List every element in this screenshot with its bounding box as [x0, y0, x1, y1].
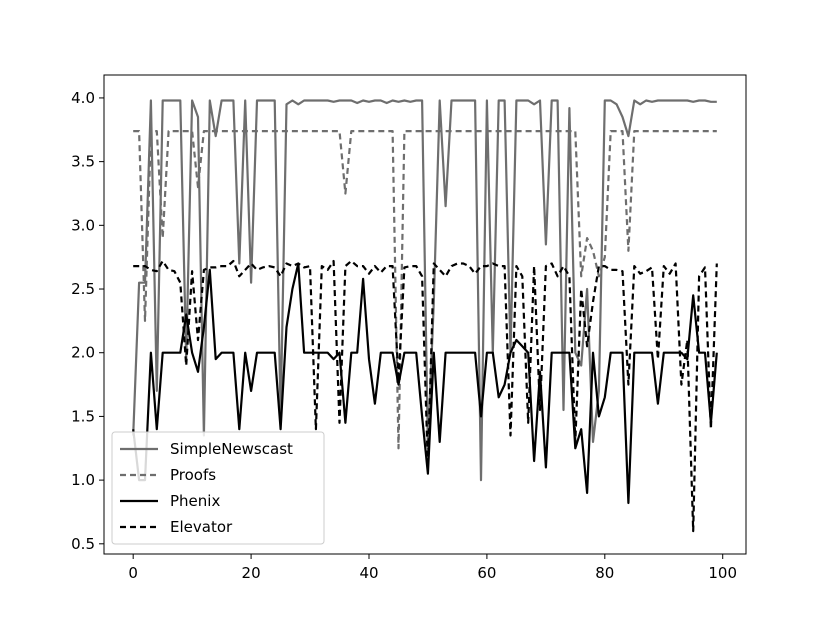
- y-tick-label: 2.5: [71, 280, 95, 298]
- y-tick-label: 4.0: [71, 89, 95, 107]
- y-tick-label: 3.5: [71, 153, 95, 171]
- x-axis: 0 20 40 60 80 100: [128, 554, 737, 582]
- y-tick-label: 3.0: [71, 216, 95, 234]
- y-tick-label: 1.5: [71, 407, 95, 425]
- x-tick-label: 100: [708, 564, 737, 582]
- series-line-simplenewscast: [132, 99, 717, 482]
- legend-label-proofs: Proofs: [170, 466, 216, 484]
- x-tick-label: 60: [477, 564, 496, 582]
- legend: SimpleNewscast Proofs Phenix Elevator: [111, 431, 325, 545]
- plot-lines: [132, 99, 718, 533]
- legend-label-simplenewscast: SimpleNewscast: [170, 440, 293, 458]
- y-axis: 0.5 1.0 1.5 2.0 2.5 3.0 3.5 4.0: [71, 89, 104, 553]
- legend-label-elevator: Elevator: [170, 518, 233, 536]
- x-tick-label: 80: [595, 564, 614, 582]
- series-line-elevator: [133, 259, 718, 533]
- axes-frame: [103, 74, 747, 555]
- x-tick-label: 0: [128, 564, 138, 582]
- x-tick-label: 40: [359, 564, 378, 582]
- y-tick-label: 2.0: [71, 344, 95, 362]
- legend-box: [111, 431, 325, 545]
- series-line-phenix: [132, 262, 718, 505]
- legend-label-phenix: Phenix: [170, 492, 220, 510]
- y-tick-label: 1.0: [71, 471, 95, 489]
- x-tick-label: 20: [242, 564, 261, 582]
- y-tick-label: 0.5: [71, 535, 95, 553]
